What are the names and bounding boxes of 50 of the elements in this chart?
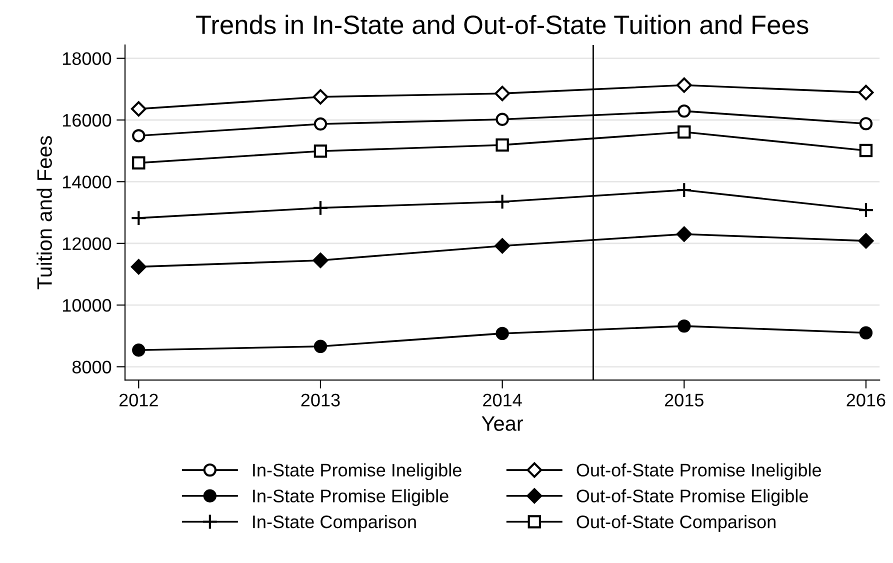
point	[496, 138, 509, 152]
point	[858, 233, 874, 249]
legend-label: Out-of-State Comparison	[576, 514, 776, 532]
point	[858, 84, 874, 100]
point	[676, 77, 692, 93]
point	[678, 125, 691, 139]
point	[130, 101, 146, 117]
y-tick-label: 16000	[63, 114, 112, 127]
point	[132, 129, 146, 142]
legend-label: In-State Promise Ineligible	[253, 463, 462, 480]
legend-label: Out-of-State Promise Eligible	[576, 489, 808, 506]
point	[858, 202, 874, 218]
point	[496, 326, 509, 340]
point	[678, 319, 691, 333]
chart-title: Trends in In-State and Out-of-State Tuition and Fees	[196, 14, 808, 34]
y-tick-label: 8000	[72, 360, 112, 374]
point	[494, 86, 510, 102]
point	[494, 238, 510, 254]
point	[859, 326, 873, 340]
y-tick-label: 18000	[63, 52, 112, 66]
point	[130, 210, 147, 226]
x-tick-label: 2013	[301, 394, 340, 406]
x-tick-label: 2014	[483, 394, 522, 406]
point	[314, 117, 328, 131]
point	[312, 89, 328, 105]
point	[312, 200, 328, 216]
point	[132, 156, 146, 170]
point	[494, 194, 510, 210]
y-tick-label: 10000	[63, 299, 112, 312]
x-tick-label: 2012	[119, 394, 158, 406]
y-axis-title: Tuition and Fees	[36, 136, 52, 290]
point	[859, 144, 873, 158]
point	[676, 182, 692, 198]
x-tick-label: 2016	[846, 394, 886, 406]
point	[676, 226, 692, 242]
point	[496, 112, 509, 126]
y-tick-label: 14000	[63, 176, 112, 188]
y-tick-label: 12000	[63, 237, 112, 250]
legend-label: In-State Comparison	[253, 514, 416, 532]
legend-label: In-State Promise Eligible	[253, 489, 448, 506]
point	[678, 104, 691, 118]
legend-label: Out-of-State Promise Ineligible	[576, 463, 821, 480]
x-tick-label: 2015	[664, 394, 704, 406]
point	[859, 117, 873, 130]
x-axis-title: Year	[482, 416, 524, 431]
point	[312, 252, 328, 268]
point	[314, 340, 328, 354]
point	[130, 259, 146, 275]
point	[314, 144, 328, 158]
point	[132, 344, 146, 357]
